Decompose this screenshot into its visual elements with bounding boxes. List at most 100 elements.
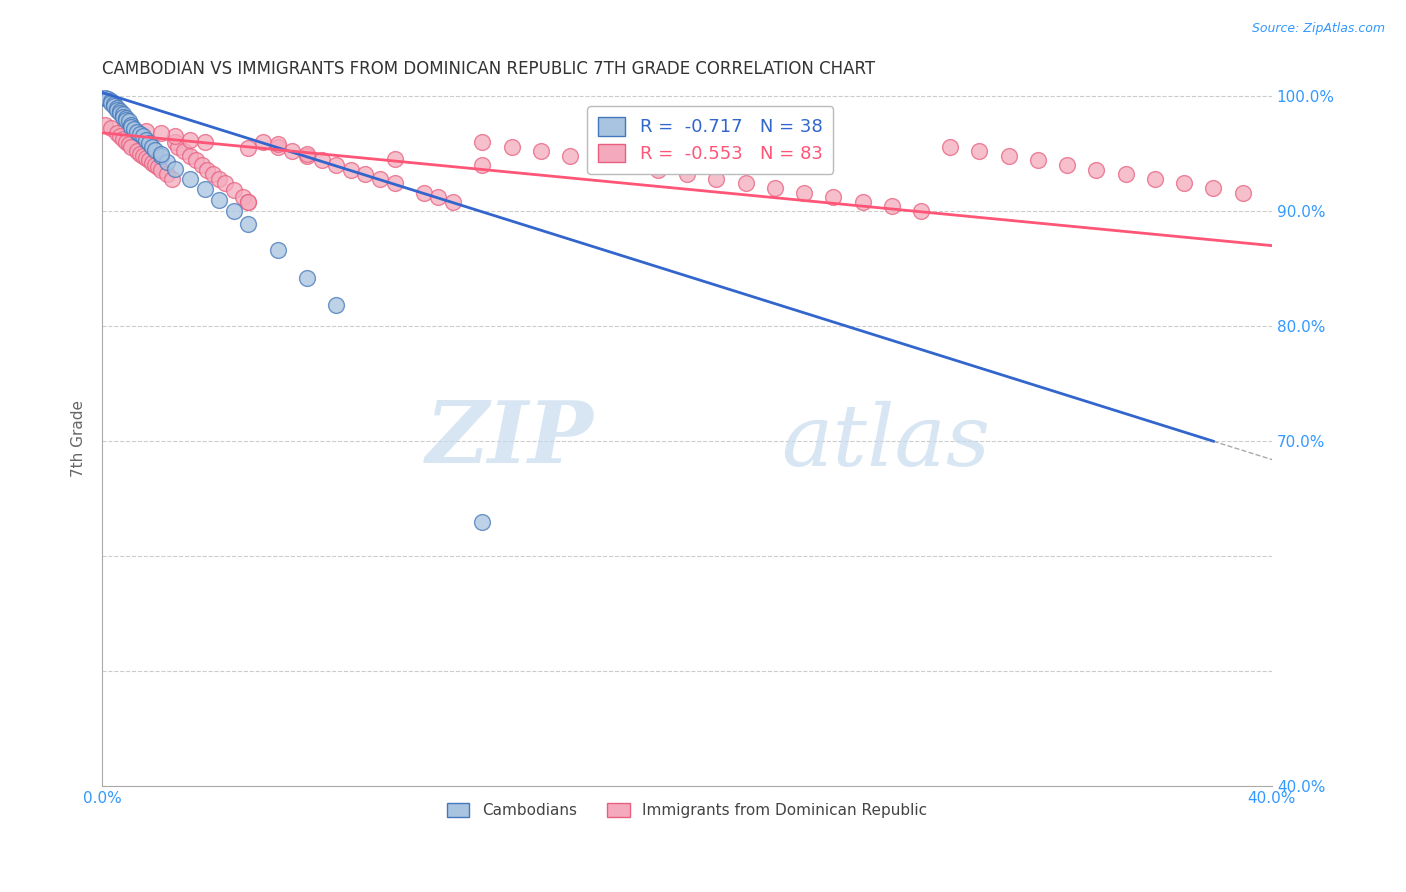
Point <box>238 194 260 209</box>
Point <box>179 133 201 147</box>
Point <box>969 145 991 159</box>
Point <box>197 162 219 177</box>
Point <box>295 270 318 285</box>
Point <box>1056 158 1078 172</box>
Point <box>141 139 163 153</box>
Point <box>222 204 245 219</box>
Point <box>530 145 553 159</box>
Point <box>793 186 815 200</box>
Point <box>266 244 288 258</box>
Text: ZIP: ZIP <box>426 397 593 480</box>
Point <box>1173 177 1195 191</box>
Point <box>1115 167 1137 181</box>
Point <box>763 181 786 195</box>
Point <box>114 111 136 125</box>
Point <box>179 172 201 186</box>
Point <box>1143 172 1166 186</box>
Point <box>202 167 225 181</box>
Point <box>111 110 134 124</box>
Point <box>167 139 190 153</box>
Point <box>97 93 120 107</box>
Point <box>222 183 245 197</box>
Point <box>325 158 347 172</box>
Point <box>368 172 391 186</box>
Text: Source: ZipAtlas.com: Source: ZipAtlas.com <box>1251 22 1385 36</box>
Y-axis label: 7th Grade: 7th Grade <box>72 400 86 477</box>
Point <box>880 199 903 213</box>
Point <box>103 97 125 112</box>
Point <box>1202 181 1225 195</box>
Point <box>165 135 187 149</box>
Point <box>238 141 260 155</box>
Point <box>105 101 128 115</box>
Point <box>149 149 172 163</box>
Point <box>676 167 699 181</box>
Point <box>232 190 254 204</box>
Point <box>143 158 166 172</box>
Point <box>120 118 142 132</box>
Point <box>135 151 157 165</box>
Point <box>558 149 581 163</box>
Point <box>105 103 128 117</box>
Point <box>851 194 873 209</box>
Point <box>1232 186 1254 200</box>
Point <box>501 139 523 153</box>
Point <box>910 204 932 219</box>
Point <box>114 113 136 128</box>
Point <box>135 133 157 147</box>
Point <box>193 182 215 196</box>
Point <box>94 91 117 105</box>
Point <box>108 106 131 120</box>
Point <box>266 137 288 152</box>
Point <box>111 131 134 145</box>
Point <box>471 158 494 172</box>
Point <box>384 153 406 167</box>
Point <box>127 125 149 139</box>
Point <box>103 99 125 113</box>
Point <box>184 153 207 168</box>
Point <box>441 194 464 209</box>
Point <box>155 154 177 169</box>
Point <box>384 177 406 191</box>
Point <box>108 103 131 118</box>
Point <box>149 126 172 140</box>
Point <box>100 94 122 108</box>
Point <box>120 120 142 134</box>
Point <box>325 298 347 312</box>
Point <box>124 122 146 136</box>
Point <box>1026 153 1049 168</box>
Legend: Cambodians, Immigrants from Dominican Republic: Cambodians, Immigrants from Dominican Re… <box>440 797 934 824</box>
Point <box>588 153 610 168</box>
Point <box>266 139 288 153</box>
Point <box>471 135 494 149</box>
Point <box>208 193 231 207</box>
Point <box>734 177 756 191</box>
Point <box>111 107 134 121</box>
Point <box>129 146 152 161</box>
Point <box>100 95 122 110</box>
Point <box>427 190 450 204</box>
Point <box>155 167 177 181</box>
Point <box>162 172 184 186</box>
Point <box>339 162 361 177</box>
Point <box>138 136 160 151</box>
Point <box>704 172 727 186</box>
Point <box>143 143 166 157</box>
Point <box>94 118 117 132</box>
Point <box>1085 162 1108 177</box>
Point <box>120 139 142 153</box>
Point <box>208 172 231 186</box>
Point <box>939 139 962 153</box>
Point <box>179 149 201 163</box>
Point <box>146 161 169 175</box>
Point <box>141 155 163 169</box>
Point <box>295 146 318 161</box>
Point <box>117 114 139 128</box>
Point <box>117 137 139 152</box>
Point <box>149 162 172 177</box>
Point <box>127 145 149 159</box>
Point <box>193 135 215 149</box>
Point <box>138 153 160 168</box>
Point <box>165 161 187 176</box>
Point <box>190 158 212 172</box>
